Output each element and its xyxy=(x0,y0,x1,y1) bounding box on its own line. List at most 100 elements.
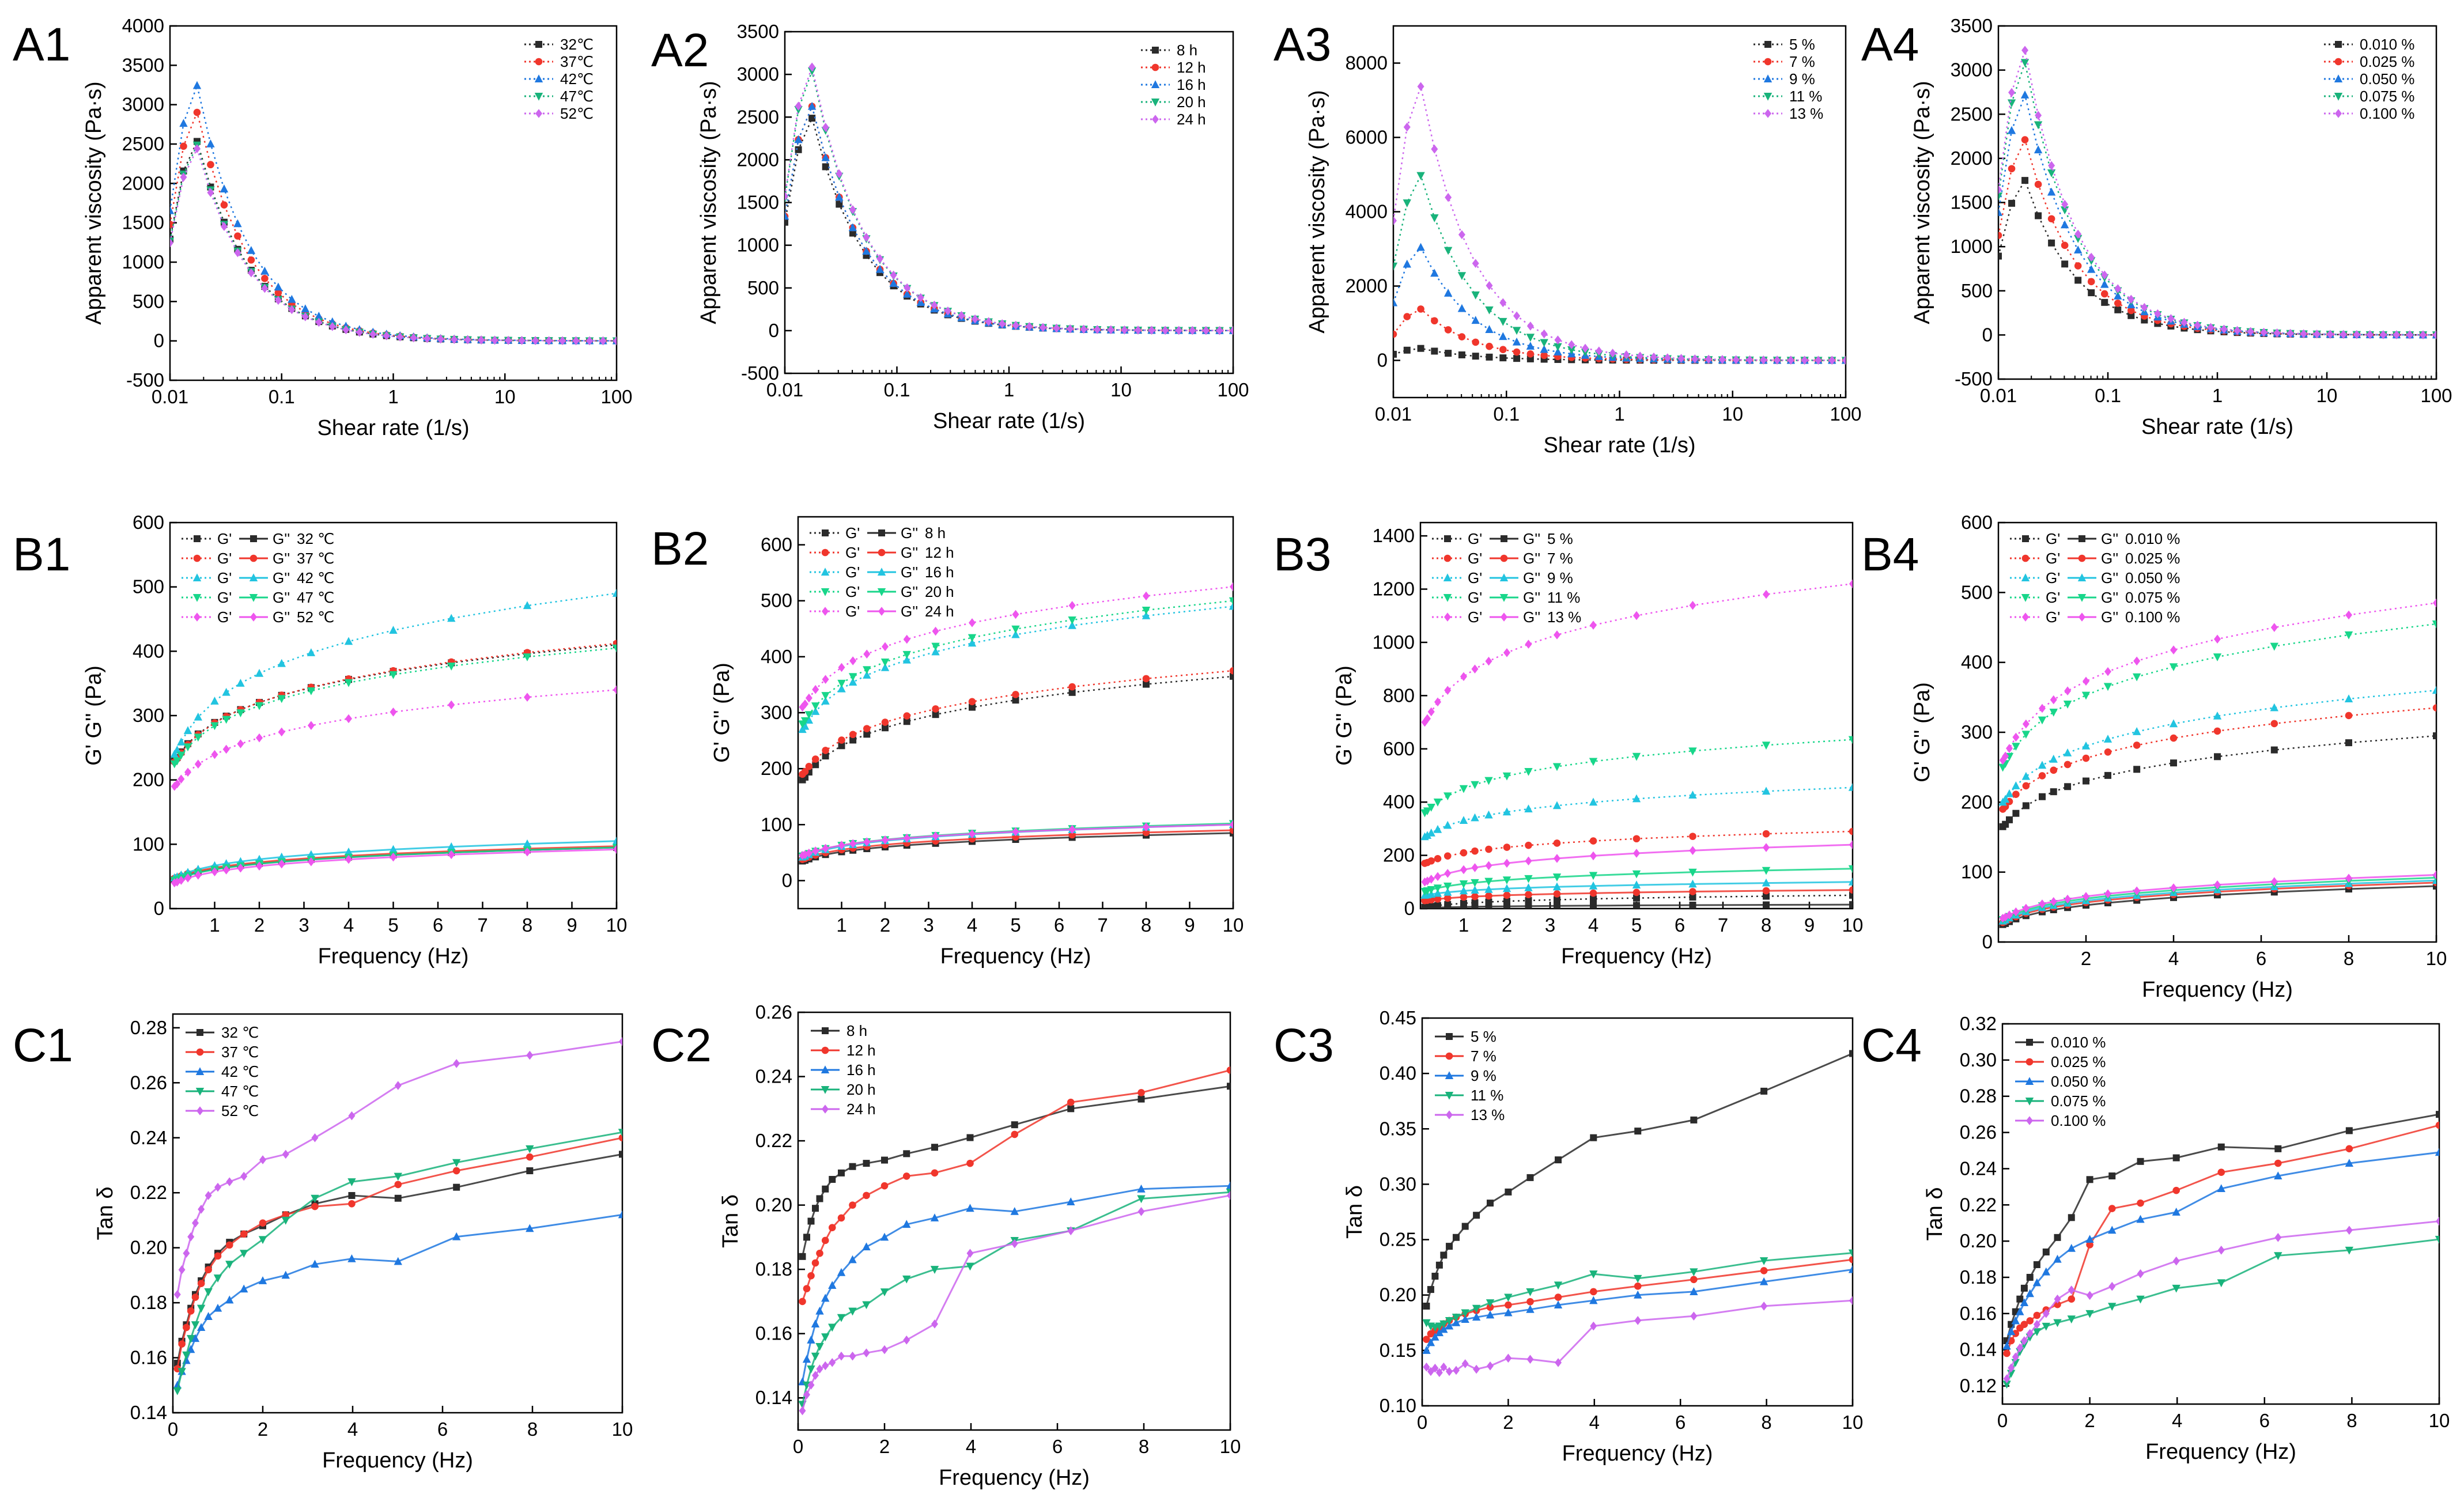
data-point xyxy=(1460,903,1467,909)
data-point xyxy=(2433,732,2436,740)
data-point xyxy=(220,184,229,192)
panel-label: B2 xyxy=(651,523,709,575)
data-point xyxy=(2220,324,2228,334)
data-point xyxy=(958,311,965,320)
legend-label: 52 ℃ xyxy=(221,1102,259,1119)
legend-marker xyxy=(821,1086,830,1094)
data-point xyxy=(1815,355,1822,365)
data-point xyxy=(903,1336,910,1345)
x-tick-label: 100 xyxy=(600,386,632,407)
data-point xyxy=(2340,330,2347,339)
y-tick-label: 0.20 xyxy=(130,1237,167,1258)
data-point xyxy=(1848,1265,1853,1273)
data-point xyxy=(1526,355,1534,362)
data-point xyxy=(524,693,531,702)
legend-label: 16 h xyxy=(846,1061,876,1079)
data-point xyxy=(2016,1295,2024,1303)
data-point xyxy=(2114,284,2122,293)
data-point xyxy=(2345,712,2353,720)
legend-gdouble: G'' xyxy=(2101,608,2118,626)
y-axis-label: Tan δ xyxy=(719,1194,743,1248)
legend-label: 0.050 % xyxy=(2125,569,2180,587)
x-tick-label: 6 xyxy=(437,1418,448,1440)
data-point xyxy=(277,695,286,703)
data-point xyxy=(822,163,829,171)
series-24-h-g2 xyxy=(799,820,1233,860)
series-42--g1 xyxy=(170,589,617,758)
y-axis-label: G' G'' (Pa) xyxy=(1332,665,1356,766)
series-line xyxy=(173,689,617,787)
data-point xyxy=(968,638,977,647)
data-point xyxy=(2108,1303,2117,1311)
data-point xyxy=(838,1351,845,1361)
data-point xyxy=(1423,1362,1430,1372)
legend-marker xyxy=(1444,612,1451,622)
series-7--g2 xyxy=(1421,886,1853,905)
data-point xyxy=(1011,1121,1018,1129)
data-point xyxy=(255,702,264,710)
data-point xyxy=(836,169,843,179)
x-tick-label: 0 xyxy=(793,1436,803,1457)
data-point xyxy=(1760,1087,1768,1095)
x-tick-label: 1 xyxy=(388,386,398,407)
data-point xyxy=(2435,1236,2439,1244)
data-point xyxy=(259,1219,267,1227)
legend-gdouble: G'' xyxy=(273,530,290,547)
data-point xyxy=(234,248,241,258)
data-point xyxy=(1505,1353,1512,1363)
y-tick-label: 1200 xyxy=(1373,578,1415,600)
data-point xyxy=(903,833,910,843)
data-point xyxy=(880,1182,889,1190)
legend-gdouble: G'' xyxy=(2101,589,2118,606)
series-37--g1 xyxy=(171,640,617,766)
data-point xyxy=(2047,169,2056,177)
data-point xyxy=(1634,1290,1642,1299)
data-point xyxy=(1589,797,1598,806)
data-point xyxy=(1849,891,1853,899)
series-20-h xyxy=(798,1189,1230,1409)
series-13--g2 xyxy=(1421,840,1853,887)
data-point xyxy=(1227,1191,1230,1200)
data-point xyxy=(226,1177,233,1186)
x-tick-label: 3 xyxy=(1545,914,1555,936)
data-point xyxy=(2033,1319,2040,1329)
data-point xyxy=(1595,346,1603,356)
series-line xyxy=(802,675,1233,781)
data-point xyxy=(1689,894,1696,901)
data-point xyxy=(821,692,830,700)
data-point xyxy=(2087,278,2095,286)
data-point xyxy=(2217,1279,2225,1288)
data-point xyxy=(2419,330,2427,339)
data-point xyxy=(862,247,871,255)
data-point xyxy=(849,1201,856,1209)
data-point xyxy=(282,1211,290,1219)
data-point xyxy=(177,737,186,746)
legend-label: 7 % xyxy=(1471,1047,1496,1065)
series-line xyxy=(1424,894,1853,908)
data-point xyxy=(807,1217,815,1225)
series-42- xyxy=(170,81,617,345)
series-line xyxy=(1424,868,1853,892)
y-tick-label: 0.18 xyxy=(755,1258,792,1280)
legend-gdouble: G'' xyxy=(901,544,918,561)
data-point xyxy=(2214,753,2221,761)
x-tick-label: 4 xyxy=(343,914,354,936)
legend-label: 16 h xyxy=(925,563,954,581)
data-point xyxy=(1485,903,1492,909)
data-point xyxy=(2104,771,2111,779)
data-point xyxy=(1121,325,1128,335)
data-point xyxy=(1068,824,1076,834)
data-layer xyxy=(798,1066,1230,1416)
legend-label: 11 % xyxy=(1547,589,1580,606)
data-point xyxy=(803,1285,811,1292)
data-point xyxy=(1471,664,1479,674)
data-point xyxy=(811,702,820,710)
data-point xyxy=(2061,260,2069,268)
data-point xyxy=(1471,886,1479,894)
legend-label: 12 h xyxy=(1177,59,1206,76)
data-point xyxy=(222,865,230,875)
data-point xyxy=(2136,1215,2145,1223)
data-point xyxy=(247,268,255,278)
data-point xyxy=(1226,1181,1230,1190)
data-point xyxy=(204,1288,213,1296)
